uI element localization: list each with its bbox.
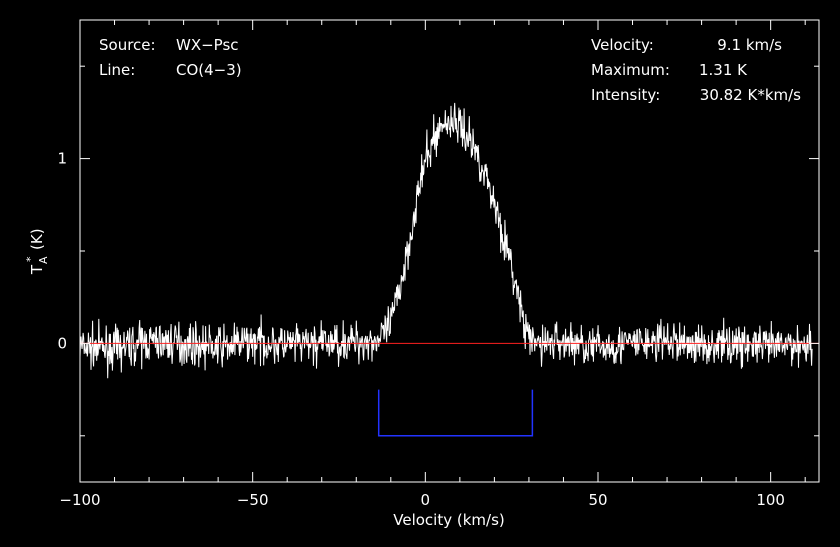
- maximum-value: 1.31 K: [699, 61, 748, 79]
- y-axis-label-sub: A: [37, 256, 50, 264]
- x-tick-label: −50: [237, 491, 269, 509]
- axis-ticks: −100 −50 0 50 100 0 1: [57, 20, 819, 509]
- y-axis-label-sup: *: [24, 256, 37, 262]
- y-tick-label: 0: [57, 334, 67, 352]
- line-label: Line:: [99, 61, 135, 79]
- velocity-label: Velocity:: [591, 36, 654, 54]
- y-axis-label-unit: (K): [28, 228, 46, 250]
- y-axis-label-main: T: [28, 264, 46, 275]
- plot-content: [79, 102, 819, 437]
- maximum-label: Maximum:: [591, 61, 670, 79]
- x-tick-label: 0: [421, 491, 431, 509]
- y-tick-label: 1: [57, 150, 67, 168]
- x-tick-label: 100: [756, 491, 785, 509]
- intensity-value: 30.82 K*km/s: [700, 86, 801, 104]
- y-axis-label: T * A (K): [24, 228, 50, 275]
- velocity-window-bracket: [377, 389, 534, 437]
- x-axis-label: Velocity (km/s): [393, 511, 504, 529]
- line-value: CO(4−3): [176, 61, 242, 79]
- source-label: Source:: [99, 36, 156, 54]
- source-value: WX−Psc: [176, 36, 239, 54]
- intensity-label: Intensity:: [591, 86, 660, 104]
- x-tick-label: −100: [59, 491, 100, 509]
- x-tick-label: 50: [588, 491, 607, 509]
- velocity-value: 9.1 km/s: [717, 36, 782, 54]
- spectrum-line: [79, 102, 813, 379]
